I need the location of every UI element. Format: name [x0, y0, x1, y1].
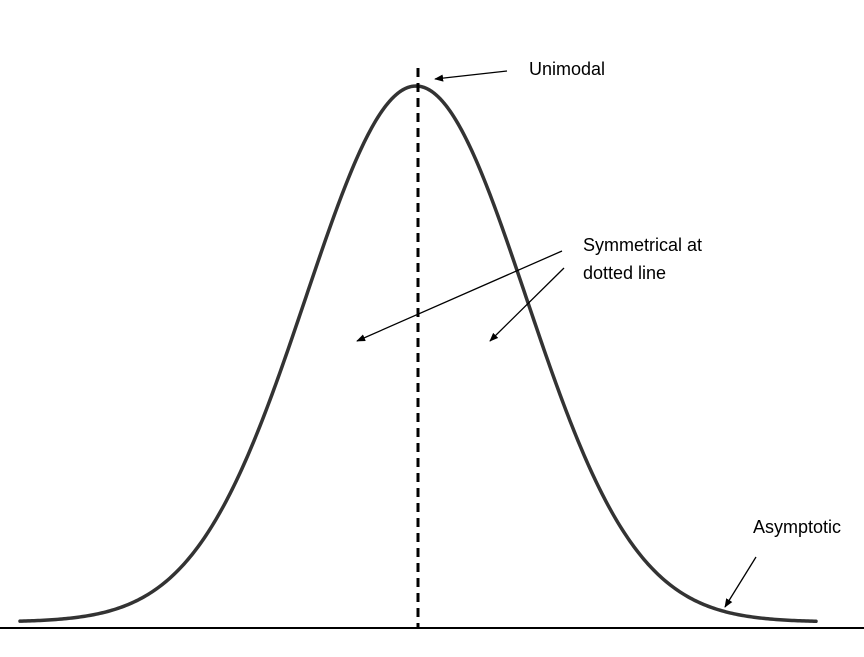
- unimodal-label: Unimodal: [529, 59, 606, 79]
- asymptotic-arrow: [724, 556, 757, 608]
- symmetry-arrow-right: [489, 267, 565, 342]
- symmetrical-label: Symmetrical at dotted line: [583, 231, 702, 287]
- unimodal-arrow: [434, 70, 508, 82]
- symmetrical-label-line-2: dotted line: [583, 263, 667, 283]
- symmetrical-label-line-1: Symmetrical at: [583, 235, 703, 255]
- symmetry-arrow-left: [356, 250, 563, 342]
- asymptotic-label: Asymptotic: [753, 517, 842, 537]
